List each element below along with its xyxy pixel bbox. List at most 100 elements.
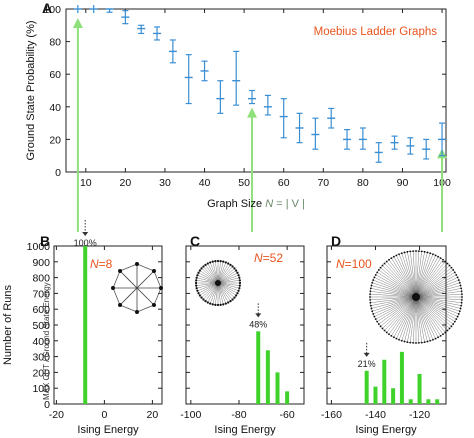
graph-node — [388, 333, 390, 336]
graph-node — [227, 262, 230, 265]
graph-node — [450, 325, 453, 328]
panel-a-xlabel-prefix: Graph Size — [207, 198, 265, 210]
ground-state-arrow-head — [363, 352, 370, 357]
graph-node — [448, 264, 451, 267]
panel-a-letter: A — [42, 0, 52, 16]
graph-node — [412, 342, 415, 344]
graph-node — [442, 258, 444, 261]
panel-a-ylabel: Ground State Probability (%) — [25, 20, 37, 160]
y-tick-label: 300 — [32, 352, 50, 364]
panel-c-n-label: N=52 — [254, 251, 283, 265]
panel-b-letter: B — [40, 233, 50, 249]
graph-node — [398, 338, 400, 341]
x-tick-label: -100 — [180, 409, 201, 421]
x-tick-label: -120 — [409, 409, 430, 421]
graph-center — [412, 293, 420, 301]
graph-node — [409, 341, 412, 344]
graph-node — [222, 303, 225, 306]
graph-node — [450, 266, 453, 269]
graph-node — [383, 329, 386, 332]
graph-node — [437, 336, 440, 339]
graph-node — [202, 298, 205, 301]
graph-node — [446, 329, 449, 332]
graph-node — [235, 294, 238, 297]
graph-node — [426, 251, 429, 254]
y-tick-label: 40 — [49, 102, 61, 114]
graph-node — [197, 271, 200, 274]
graph-node — [461, 293, 463, 296]
panel-b-ground-state-pct: 100% — [74, 238, 97, 248]
y-tick-label: 800 — [32, 273, 50, 285]
graph-node — [369, 301, 372, 304]
graph-node — [377, 269, 380, 271]
panel-d-ticks: -160 -140 -120 — [321, 245, 446, 421]
graph-node — [196, 274, 199, 277]
graph-node — [195, 276, 198, 279]
graph-node — [448, 327, 451, 330]
graph-node — [455, 273, 458, 276]
graph-node — [195, 284, 198, 287]
graph-node — [238, 281, 242, 285]
graph-node — [400, 339, 403, 342]
panel-c-bars — [256, 331, 290, 404]
graph-node — [385, 331, 388, 334]
graph-node — [200, 267, 203, 270]
graph-node — [237, 289, 240, 292]
graph-node — [423, 250, 426, 253]
x-tick-label: 70 — [317, 177, 329, 189]
graph-node — [151, 269, 156, 274]
y-tick-label: 0 — [55, 167, 61, 179]
graph-node — [219, 260, 222, 263]
graph-node — [432, 253, 434, 256]
graph-node — [398, 253, 400, 256]
graph-node — [439, 257, 442, 260]
panel-b-n-label: N=8 — [90, 257, 113, 271]
panel-c-plot-frame — [185, 245, 305, 405]
histogram-bar — [382, 359, 387, 404]
x-tick-label: 30 — [159, 177, 171, 189]
graph-node — [373, 276, 376, 279]
graph-edge — [112, 287, 121, 306]
panel-d-xlabel: Ising Energy — [355, 424, 417, 436]
graph-node — [461, 296, 463, 298]
y-tick-label: 80 — [49, 37, 61, 49]
graph-node — [453, 320, 456, 323]
graph-node — [455, 318, 458, 321]
y-tick-label: 0 — [44, 399, 50, 411]
y-tick-label: 600 — [32, 304, 50, 316]
graph-node — [369, 298, 371, 301]
graph-node — [369, 287, 372, 290]
graph-node — [209, 261, 212, 264]
graph-node — [390, 257, 393, 260]
graph-edge — [153, 287, 162, 306]
panel-a-plot-frame — [65, 8, 447, 173]
graph-node — [231, 265, 234, 268]
graph-node — [369, 290, 372, 293]
graph-node — [429, 339, 432, 342]
histogram-bar — [364, 370, 369, 404]
graph-node — [460, 290, 463, 293]
graph-node — [202, 265, 205, 268]
panel-d-graph-drawing — [369, 250, 463, 344]
graph-node — [216, 303, 220, 307]
graph-node — [442, 333, 444, 336]
histogram-bar — [373, 386, 378, 404]
graph-node — [118, 269, 123, 274]
x-tick-label: -140 — [365, 409, 386, 421]
graph-node — [238, 279, 241, 282]
panel-a-title: Moebius Ladder Graphs — [314, 26, 438, 38]
panel-b-n-var: N — [90, 257, 99, 271]
graph-node — [377, 323, 380, 325]
graph-node — [434, 337, 437, 340]
graph-node — [369, 293, 371, 296]
x-tick-label: 50 — [238, 177, 250, 189]
graph-node — [209, 302, 212, 305]
graph-node — [229, 263, 232, 266]
graph-node — [211, 303, 214, 306]
graph-node — [237, 274, 240, 277]
graph-node — [457, 313, 460, 315]
graph-node — [211, 260, 214, 263]
panel-d-bars — [364, 351, 440, 404]
panel-a-xlabel-var: N — [265, 198, 273, 210]
